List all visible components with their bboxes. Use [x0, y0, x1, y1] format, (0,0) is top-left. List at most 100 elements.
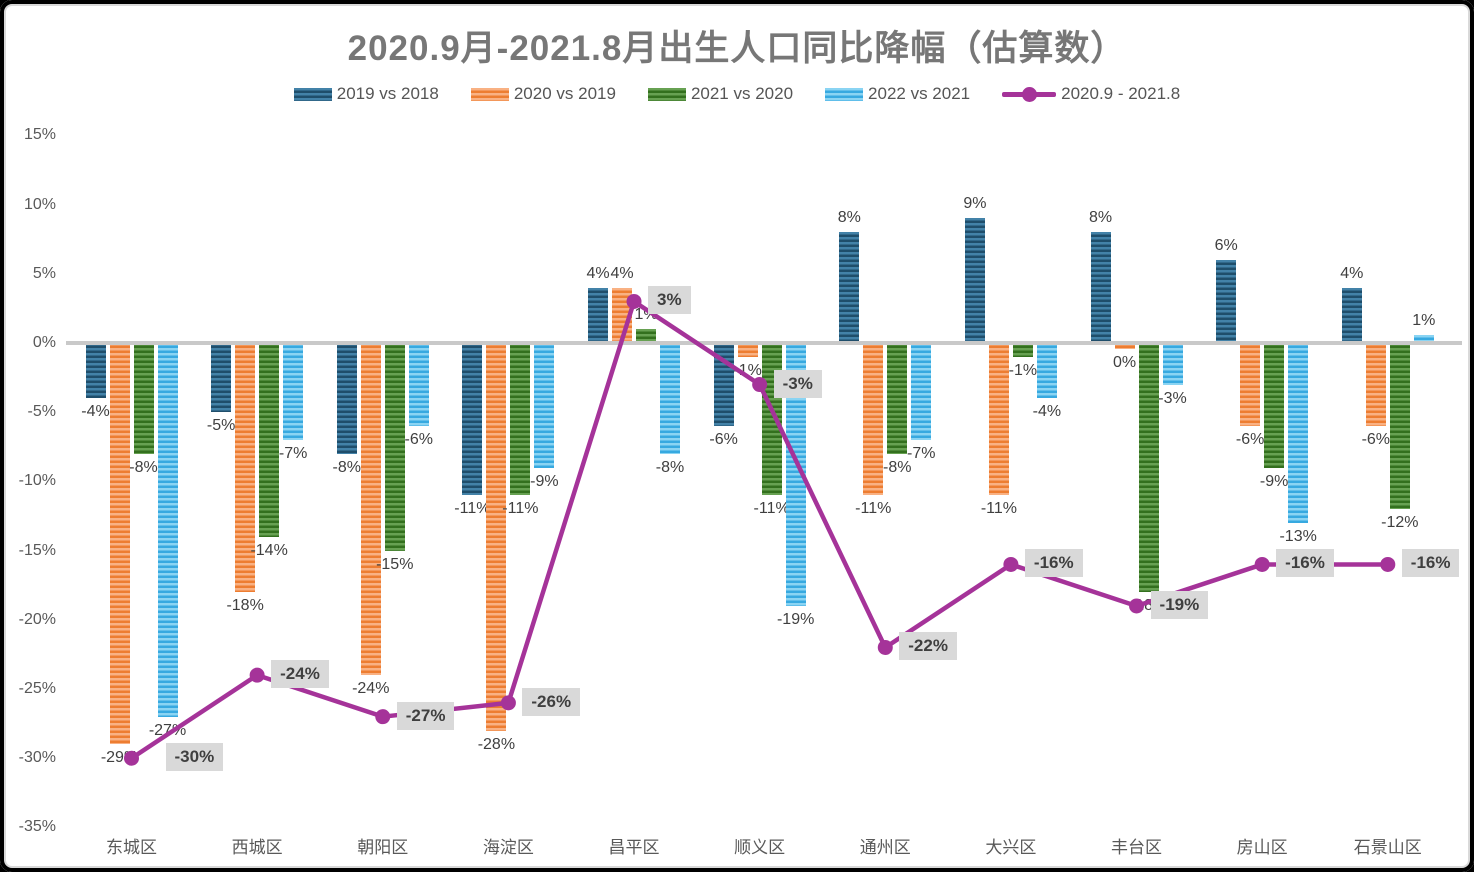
bar-value-label: -8% — [332, 458, 361, 476]
y-axis-tick: 15% — [23, 126, 56, 144]
bar-value-label: -6% — [404, 431, 433, 449]
y-axis-tick: 5% — [32, 264, 56, 282]
bar-2022-vs-2021 — [1288, 343, 1309, 523]
bar-2019-vs-2018 — [964, 218, 985, 343]
line-point-marker — [1003, 556, 1019, 572]
bar-value-label: -27% — [148, 721, 187, 739]
bar-value-label: -1% — [1008, 361, 1038, 379]
line-value-label: -24% — [271, 660, 329, 689]
y-axis-tick: 10% — [23, 195, 56, 213]
bar-value-label: -14% — [250, 541, 288, 559]
bar-value-label: -11% — [454, 500, 491, 518]
bar-2019-vs-2018 — [588, 287, 609, 343]
x-axis-label: 大兴区 — [985, 838, 1037, 857]
bar-value-label: -19% — [776, 610, 815, 628]
bar-value-label: -8% — [129, 458, 158, 476]
bar-value-label: -12% — [1381, 514, 1419, 532]
legend-line-marker — [1022, 86, 1038, 102]
bar-2021-vs-2020 — [259, 343, 280, 537]
y-axis-tick: -15% — [18, 541, 56, 559]
x-axis-label: 昌平区 — [608, 838, 660, 857]
legend: 2019 vs 2018 2020 vs 2019 2021 vs 2020 2022… — [0, 84, 1474, 104]
bar-value-label: -11% — [855, 500, 892, 518]
legend-label: 2020.9 - 2021.8 — [1061, 84, 1181, 103]
line-value-label: -16% — [1024, 549, 1083, 578]
y-axis-tick: -5% — [27, 403, 56, 421]
bar-2022-vs-2021 — [408, 343, 429, 427]
bar-2022-vs-2021 — [157, 343, 178, 717]
line-value-label: -19% — [1150, 590, 1209, 619]
x-axis-label: 顺义区 — [734, 838, 786, 857]
bar-value-label: 4% — [610, 264, 634, 282]
y-axis-tick: -30% — [18, 749, 56, 767]
bar-2021-vs-2020 — [1264, 343, 1285, 468]
bar-value-label: -4% — [81, 403, 110, 421]
bar-2021-vs-2020 — [1138, 343, 1159, 593]
bar-value-label: 9% — [963, 195, 987, 213]
bar-value-label: -7% — [278, 444, 308, 462]
bar-value-label: 4% — [586, 264, 610, 282]
x-axis-label: 石景山区 — [1353, 838, 1422, 857]
legend-label: 2021 vs 2020 — [690, 84, 794, 103]
line-value-label: -27% — [396, 701, 455, 730]
y-axis-tick: -20% — [18, 610, 56, 628]
bar-2021-vs-2020 — [384, 343, 405, 551]
bar-2022-vs-2021 — [1036, 343, 1057, 399]
bar-2019-vs-2018 — [462, 343, 483, 496]
legend-item: 2022 vs 2021 — [825, 84, 970, 104]
line-value-label: 3% — [648, 286, 691, 315]
bar-value-label: 4% — [1340, 264, 1364, 282]
y-axis-tick: 0% — [32, 334, 56, 351]
bar-value-label: -1% — [733, 361, 762, 379]
chart-title: 2020.9月-2021.8月出生人口同比降幅（估算数） — [347, 29, 1127, 68]
bar-2019-vs-2018 — [336, 343, 357, 454]
bar-2019-vs-2018 — [85, 343, 106, 399]
bar-value-label: -13% — [1279, 527, 1317, 545]
bar-2022-vs-2021 — [534, 343, 555, 468]
bar-value-label: -3% — [1158, 389, 1187, 407]
bar-2020-vs-2019 — [737, 343, 758, 357]
line-value-label: -30% — [165, 743, 224, 772]
bar-2021-vs-2020 — [133, 343, 154, 454]
y-axis-tick: -10% — [18, 472, 56, 490]
bar-value-label: -11% — [753, 500, 790, 518]
bar-value-label: -7% — [907, 444, 936, 462]
bar-2022-vs-2021 — [911, 343, 932, 440]
legend-item: 2019 vs 2018 — [293, 84, 439, 104]
bar-2022-vs-2021 — [1162, 343, 1183, 385]
bar-2022-vs-2021 — [660, 343, 681, 454]
legend-item: 2020.9 - 2021.8 — [1002, 84, 1180, 104]
bar-value-label: -6% — [709, 431, 738, 449]
bar-value-label: -9% — [530, 472, 559, 490]
line-value-label: -26% — [522, 687, 581, 716]
bar-2019-vs-2018 — [713, 343, 734, 427]
line-point-marker — [249, 667, 265, 683]
bar-value-label: -9% — [1259, 472, 1289, 490]
bar-value-label: -8% — [655, 458, 685, 476]
x-axis-label: 朝阳区 — [357, 838, 409, 857]
legend-bar-swatch-icon — [470, 87, 509, 101]
line-point-marker — [375, 709, 391, 725]
bar-2021-vs-2020 — [761, 343, 782, 496]
bar-2019-vs-2018 — [1090, 232, 1111, 343]
bar-value-label: 6% — [1214, 236, 1238, 254]
bar-value-label: 8% — [1088, 209, 1113, 227]
bar-2022-vs-2021 — [283, 343, 304, 440]
legend-label: 2019 vs 2018 — [336, 84, 439, 103]
x-axis-label: 海淀区 — [482, 838, 534, 857]
line-value-label: -16% — [1401, 549, 1460, 578]
x-axis-label: 通州区 — [859, 838, 911, 857]
line-point-marker — [1254, 556, 1270, 572]
legend-item: 2021 vs 2020 — [647, 84, 794, 104]
y-axis-tick: -25% — [18, 680, 56, 697]
legend-label: 2022 vs 2021 — [868, 84, 971, 103]
bar-value-label: -11% — [502, 500, 539, 518]
line-point-marker — [1380, 556, 1396, 572]
bar-2021-vs-2020 — [510, 343, 531, 496]
line-value-label: -22% — [899, 632, 957, 661]
bar-2021-vs-2020 — [1389, 343, 1410, 510]
bar-2020-vs-2019 — [1365, 343, 1386, 427]
bar-value-label: -24% — [352, 680, 390, 698]
bar-2022-vs-2021 — [1413, 334, 1434, 343]
